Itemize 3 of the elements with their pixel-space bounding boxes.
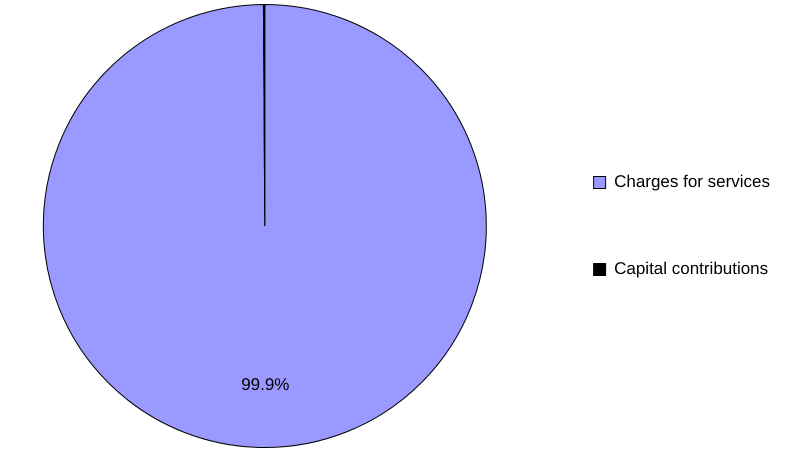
- legend-label: Capital contributions: [614, 259, 768, 278]
- data-label: 99.9%: [241, 375, 290, 394]
- legend-label: Charges for services: [614, 172, 770, 192]
